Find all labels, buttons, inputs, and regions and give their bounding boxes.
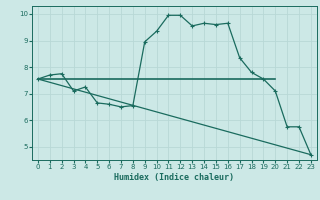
- X-axis label: Humidex (Indice chaleur): Humidex (Indice chaleur): [115, 173, 234, 182]
